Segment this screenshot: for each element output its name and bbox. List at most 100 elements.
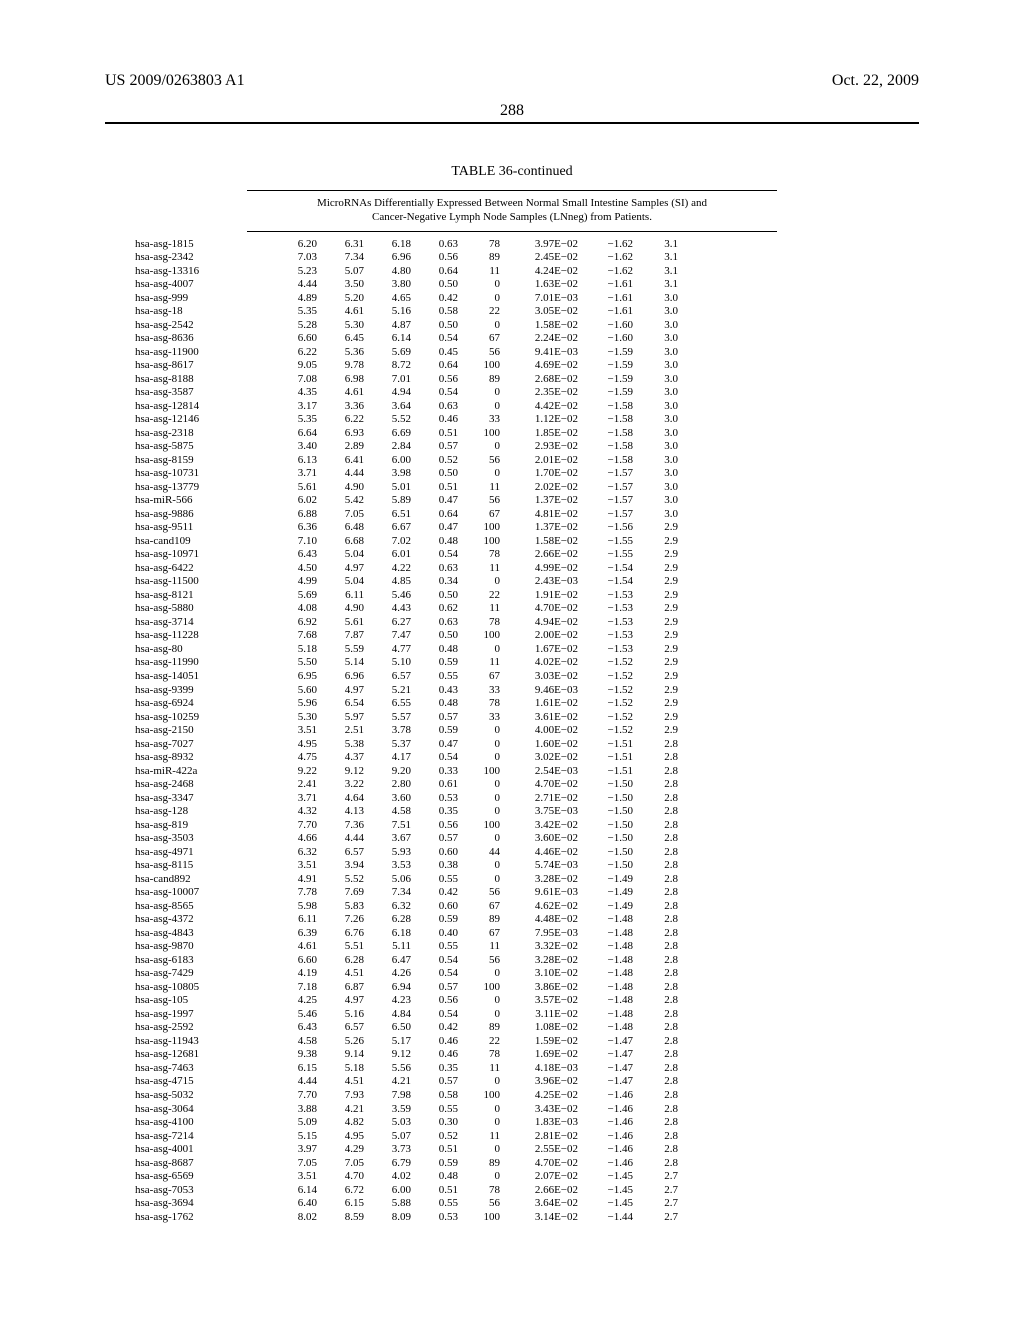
table-cell: −1.59	[578, 346, 633, 360]
table-cell: 6.00	[364, 454, 411, 468]
table-cell: 1.60E−02	[500, 738, 578, 752]
table-row: hsa-asg-23186.646.936.690.511001.85E−02−…	[105, 427, 919, 441]
table-cell: −1.50	[578, 792, 633, 806]
table-cell: −1.47	[578, 1062, 633, 1076]
table-cell: 8.02	[270, 1211, 317, 1225]
table-cell: 2.89	[317, 440, 364, 454]
table-cell: 2.8	[633, 1143, 678, 1157]
table-cell: 0.56	[411, 819, 458, 833]
table-cell: 6.96	[364, 251, 411, 265]
table-cell: −1.58	[578, 440, 633, 454]
table-cell: 6.22	[270, 346, 317, 360]
table-cell: hsa-asg-8636	[105, 332, 270, 346]
table-cell: 3.42E−02	[500, 819, 578, 833]
table-cell: hsa-asg-11990	[105, 656, 270, 670]
table-cell: −1.45	[578, 1184, 633, 1198]
table-cell: 5.18	[270, 643, 317, 657]
table-cell: 6.45	[317, 332, 364, 346]
table-cell: 89	[458, 913, 500, 927]
table-cell: −1.48	[578, 913, 633, 927]
table-cell: 3.0	[633, 440, 678, 454]
table-cell: 9.61E−03	[500, 886, 578, 900]
table-cell: 89	[458, 1157, 500, 1171]
table-cell: 2.43E−03	[500, 575, 578, 589]
table-row: hsa-asg-119434.585.265.170.46221.59E−02−…	[105, 1035, 919, 1049]
table-row: hsa-asg-33473.714.643.600.5302.71E−02−1.…	[105, 792, 919, 806]
table-cell: 0.34	[411, 575, 458, 589]
table-caption: MicroRNAs Differentially Expressed Betwe…	[105, 197, 919, 225]
table-cell: 1.58E−02	[500, 319, 578, 333]
table-cell: 0.45	[411, 346, 458, 360]
table-cell: 3.71	[270, 467, 317, 481]
table-cell: 100	[458, 1089, 500, 1103]
table-cell: −1.58	[578, 454, 633, 468]
table-cell: 2.7	[633, 1197, 678, 1211]
table-cell: 6.92	[270, 616, 317, 630]
table-cell: 1.37E−02	[500, 521, 578, 535]
table-cell: 1.59E−02	[500, 1035, 578, 1049]
table-cell: 0.64	[411, 508, 458, 522]
table-cell: −1.50	[578, 859, 633, 873]
table-cell: 56	[458, 886, 500, 900]
table-cell: 2.80	[364, 778, 411, 792]
table-cell: 3.0	[633, 454, 678, 468]
table-cell: −1.50	[578, 846, 633, 860]
table-row: hsa-asg-25926.436.576.500.42891.08E−02−1…	[105, 1021, 919, 1035]
table-cell: 8.59	[317, 1211, 364, 1225]
table-row: hsa-asg-35874.354.614.940.5402.35E−02−1.…	[105, 386, 919, 400]
table-cell: 2.45E−02	[500, 251, 578, 265]
table-cell: hsa-asg-8188	[105, 373, 270, 387]
table-cell: 7.36	[317, 819, 364, 833]
table-cell: 4.42E−02	[500, 400, 578, 414]
table-cell: −1.56	[578, 521, 633, 535]
table-cell: 4.44	[270, 278, 317, 292]
table-cell: 6.93	[317, 427, 364, 441]
table-row: hsa-asg-185.354.615.160.58223.05E−02−1.6…	[105, 305, 919, 319]
table-cell: 0.57	[411, 711, 458, 725]
table-cell: 0.57	[411, 440, 458, 454]
table-cell: 4.51	[317, 967, 364, 981]
table-cell: 4.87	[364, 319, 411, 333]
table-cell: 2.24E−02	[500, 332, 578, 346]
table-cell: 5.16	[364, 305, 411, 319]
table-cell: 4.99	[270, 575, 317, 589]
table-cell: 4.80	[364, 265, 411, 279]
table-cell: −1.49	[578, 873, 633, 887]
table-cell: hsa-asg-8159	[105, 454, 270, 468]
table-cell: −1.59	[578, 386, 633, 400]
publication-date: Oct. 22, 2009	[832, 72, 919, 90]
table-cell: 2.8	[633, 792, 678, 806]
table-cell: 4.25	[270, 994, 317, 1008]
table-cell: −1.58	[578, 427, 633, 441]
table-cell: 0.35	[411, 805, 458, 819]
table-cell: −1.48	[578, 1021, 633, 1035]
table-cell: 6.43	[270, 548, 317, 562]
table-row: hsa-asg-43726.117.266.280.59894.48E−02−1…	[105, 913, 919, 927]
table-cell: hsa-asg-12681	[105, 1048, 270, 1062]
table-cell: hsa-asg-999	[105, 292, 270, 306]
table-cell: −1.48	[578, 981, 633, 995]
table-row: hsa-asg-100077.787.697.340.42569.61E−03−…	[105, 886, 919, 900]
table-cell: 3.1	[633, 238, 678, 252]
table-cell: hsa-asg-4007	[105, 278, 270, 292]
table-cell: hsa-asg-3714	[105, 616, 270, 630]
table-cell: 2.8	[633, 1008, 678, 1022]
table-row: hsa-asg-81215.696.115.460.50221.91E−02−1…	[105, 589, 919, 603]
table-cell: 0.58	[411, 1089, 458, 1103]
table-cell: 0.53	[411, 792, 458, 806]
table-cell: −1.51	[578, 751, 633, 765]
table-cell: −1.50	[578, 819, 633, 833]
table-cell: 4.95	[317, 1130, 364, 1144]
table-cell: 6.15	[270, 1062, 317, 1076]
table-cell: 2.8	[633, 940, 678, 954]
table-cell: 4.25E−02	[500, 1089, 578, 1103]
table-cell: 3.73	[364, 1143, 411, 1157]
table-cell: 0.56	[411, 994, 458, 1008]
table-cell: 0.52	[411, 454, 458, 468]
table-cell: 2.55E−02	[500, 1143, 578, 1157]
table-row: hsa-asg-81153.513.943.530.3805.74E−03−1.…	[105, 859, 919, 873]
table-cell: 0.46	[411, 413, 458, 427]
table-cell: 0	[458, 1008, 500, 1022]
table-cell: 4.61	[317, 386, 364, 400]
table-cell: 0.59	[411, 913, 458, 927]
